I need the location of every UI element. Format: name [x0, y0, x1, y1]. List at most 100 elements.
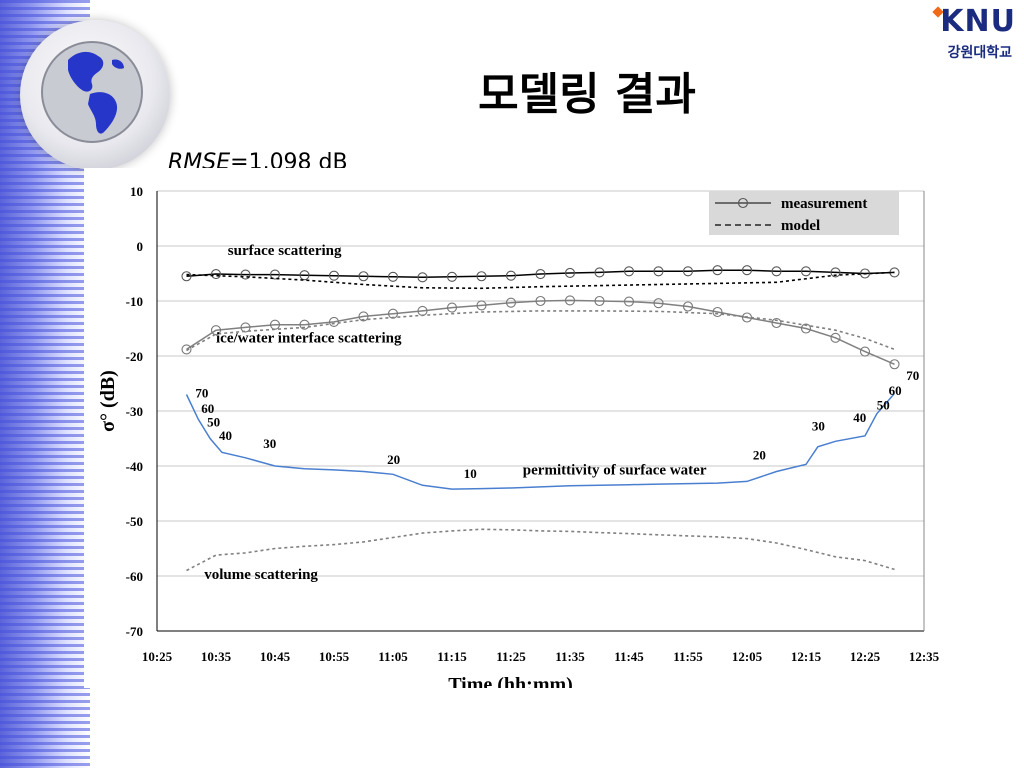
series-annotation: permittivity of surface water [523, 462, 707, 478]
globe-logo [20, 20, 170, 170]
data-point [830, 267, 841, 278]
y-tick-label: 10 [130, 184, 143, 199]
data-point [564, 267, 576, 278]
data-point [800, 266, 812, 277]
permittivity-value-label: 60 [889, 383, 902, 398]
x-tick-label: 11:45 [614, 649, 644, 664]
logo-subtitle: 강원대학교 [947, 45, 1012, 61]
data-point [446, 271, 458, 282]
data-point [476, 271, 487, 282]
data-point [771, 266, 782, 277]
data-point [859, 346, 871, 357]
data-point [210, 269, 222, 280]
data-point [623, 296, 635, 307]
x-tick-label: 10:55 [319, 649, 350, 664]
series-annotation: volume scattering [204, 567, 318, 583]
data-point [328, 270, 340, 281]
permittivity-value-label: 30 [263, 436, 276, 451]
series-annotation: ice/water interface scattering [216, 330, 402, 346]
chart-svg: 10 0 -10 -20 -30 -40 -50 -60 -70 10:25 10:35 10:45 1… [97, 184, 940, 696]
series-line [185, 392, 896, 490]
data-point [269, 319, 281, 330]
y-tick-label: 0 [137, 239, 144, 254]
x-tick-label: 12:35 [909, 649, 940, 664]
data-point [889, 359, 900, 370]
y-tick-label: -70 [126, 624, 143, 639]
permittivity-value-label: 70 [195, 385, 208, 400]
data-point [210, 325, 222, 336]
x-tick-label: 11:35 [555, 649, 585, 664]
y-tick-label: -30 [126, 404, 143, 419]
x-tick-label: 12:05 [732, 649, 763, 664]
permittivity-value-label: 30 [812, 418, 825, 433]
data-point [446, 302, 458, 313]
data-point [181, 344, 192, 355]
permittivity-value-label: 50 [207, 414, 220, 429]
data-point [240, 322, 251, 333]
permittivity-value-label: 70 [906, 368, 919, 383]
knu-logo: KNU 강원대학교 [916, 4, 1016, 62]
series-line [186, 271, 895, 290]
data-point [682, 301, 694, 312]
x-tick-label: 10:45 [260, 649, 291, 664]
data-point [535, 295, 546, 307]
data-point [387, 271, 399, 282]
series-line [186, 528, 895, 572]
y-tick-label: -20 [126, 349, 143, 364]
permittivity-value-label: 10 [464, 466, 477, 481]
y-tick-label: -10 [126, 294, 143, 309]
legend-entry: model [781, 218, 820, 234]
x-tick-label: 11:25 [496, 649, 526, 664]
legend-swatch-marker [737, 197, 749, 209]
permittivity-value-label: 40 [853, 410, 866, 425]
series-line [186, 299, 895, 365]
x-tick-label: 11:05 [378, 649, 408, 664]
data-point [682, 266, 694, 277]
data-point [181, 271, 192, 282]
legend-box [709, 191, 899, 235]
x-tick-label: 11:15 [437, 649, 467, 664]
series-annotation: surface scattering [228, 243, 342, 259]
globe-icon [41, 41, 143, 143]
data-point [564, 295, 576, 306]
data-point [240, 269, 251, 280]
data-point [594, 295, 605, 307]
permittivity-value-label: 20 [387, 452, 400, 467]
logo-text: KNU [940, 4, 1016, 39]
data-point [505, 297, 517, 308]
data-point [712, 265, 723, 276]
data-point [653, 266, 664, 277]
data-point [269, 269, 281, 280]
permittivity-value-label: 60 [201, 401, 214, 416]
permittivity-value-label: 40 [219, 428, 232, 443]
data-point [328, 316, 340, 327]
data-point [594, 267, 605, 278]
x-tick-label: 10:35 [201, 649, 232, 664]
data-point [535, 269, 546, 280]
y-tick-label: -40 [126, 459, 143, 474]
x-tick-label: 12:15 [791, 649, 822, 664]
y-tick-label: -50 [126, 514, 143, 529]
x-tick-label: 11:55 [673, 649, 703, 664]
data-point [712, 306, 723, 318]
data-point [505, 270, 517, 281]
x-tick-label: 12:25 [850, 649, 881, 664]
y-tick-label: -60 [126, 569, 143, 584]
chart-container: 10 0 -10 -20 -30 -40 -50 -60 -70 10:25 10:35 10:45 1… [84, 168, 944, 696]
data-point [771, 317, 782, 329]
x-tick-label: 10:25 [142, 649, 173, 664]
data-point [800, 323, 812, 334]
permittivity-value-label: 20 [753, 447, 766, 462]
data-point [358, 311, 369, 322]
x-axis-title: Time (hh:mm) [448, 674, 573, 688]
data-point [623, 266, 635, 277]
data-point [830, 332, 841, 343]
data-point [299, 319, 310, 330]
permittivity-value-label: 50 [877, 397, 890, 412]
series-line [186, 269, 895, 279]
data-point [476, 300, 487, 311]
data-point [358, 271, 369, 282]
data-point [299, 270, 310, 281]
data-point [653, 298, 664, 309]
legend-entry: measurement [781, 196, 867, 212]
